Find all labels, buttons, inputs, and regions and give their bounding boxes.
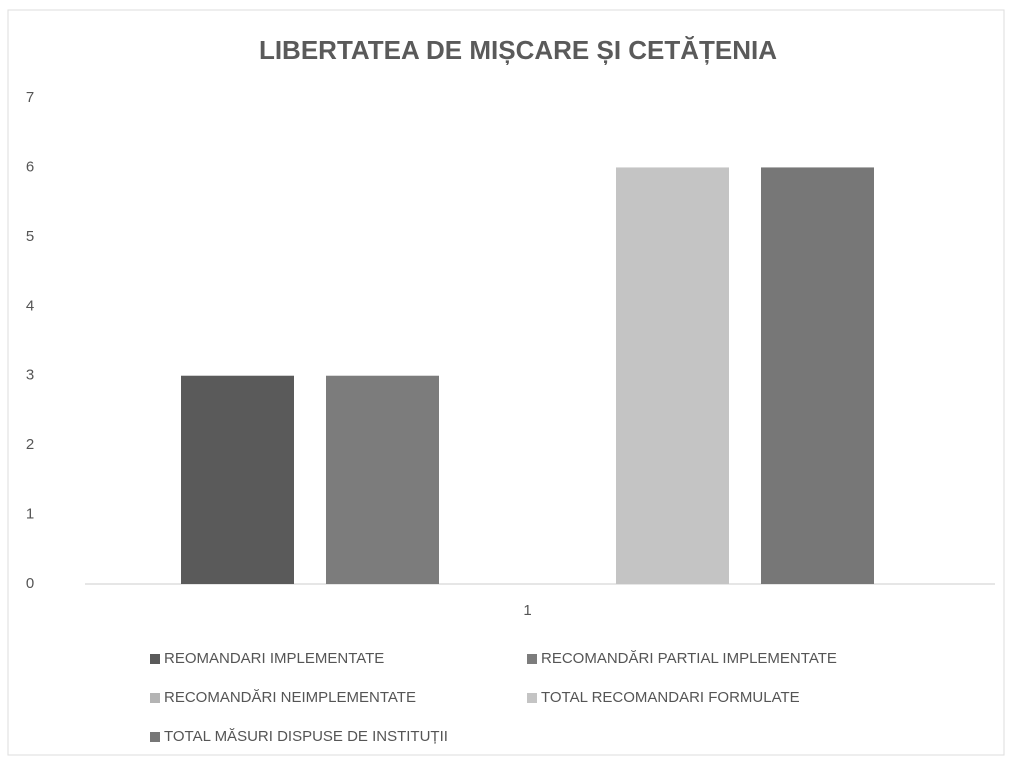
y-tick-label: 7 (26, 89, 34, 106)
legend-swatch (527, 693, 537, 703)
y-tick-label: 1 (26, 506, 34, 523)
legend-swatch (150, 693, 160, 703)
chart-title: LIBERTATEA DE MIȘCARE ȘI CETĂȚENIA (259, 35, 777, 65)
bar (761, 167, 874, 584)
y-tick-label: 2 (26, 436, 34, 453)
bar (181, 375, 294, 584)
y-tick-label: 6 (26, 158, 34, 175)
y-tick-label: 0 (26, 575, 34, 592)
x-tick-label: 1 (523, 602, 531, 619)
y-tick-label: 3 (26, 367, 34, 384)
legend-label: TOTAL RECOMANDARI FORMULATE (541, 689, 800, 706)
legend-label: REOMANDARI IMPLEMENTATE (164, 650, 384, 667)
legend-swatch (527, 654, 537, 664)
legend-swatch (150, 732, 160, 742)
bar (616, 167, 729, 584)
legend-label: RECOMANDĂRI PARTIAL IMPLEMENTATE (541, 650, 837, 667)
legend-label: RECOMANDĂRI NEIMPLEMENTATE (164, 689, 416, 706)
bar (326, 375, 439, 584)
legend-swatch (150, 654, 160, 664)
legend-label: TOTAL MĂSURI DISPUSE DE INSTITUȚII (164, 728, 448, 745)
y-tick-label: 4 (26, 297, 34, 314)
y-tick-label: 5 (26, 228, 34, 245)
